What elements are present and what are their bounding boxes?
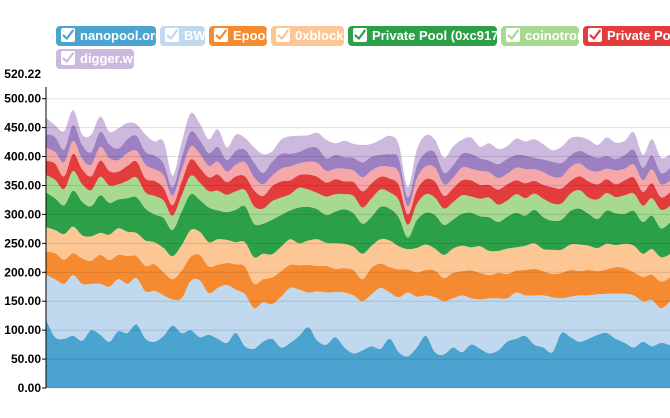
checkbox-checked-icon[interactable] bbox=[214, 28, 228, 42]
y-tick-label: 350.00 bbox=[4, 178, 41, 192]
legend-label: nanopool.org bbox=[80, 28, 156, 43]
area-0xblock bbox=[46, 226, 670, 285]
area-private-pool-0xc917 bbox=[46, 190, 670, 258]
legend-label: Private Pool (0xc917... bbox=[372, 28, 497, 43]
y-tick-label: 500.00 bbox=[4, 92, 41, 106]
legend-label: 0xblock bbox=[295, 28, 344, 43]
y-tick-label: 450.00 bbox=[4, 121, 41, 135]
y-tick-label: 250.00 bbox=[4, 236, 41, 250]
y-axis: 520.22 0.00 50.00 100.00 150.00 200.00 250.00… bbox=[4, 67, 47, 395]
legend: nanopool.org BW Epool 0xblock Private Pool (… bbox=[0, 0, 670, 70]
y-max-label: 520.22 bbox=[4, 67, 41, 81]
area-digger-ws bbox=[46, 110, 670, 198]
checkbox-checked-icon[interactable] bbox=[588, 28, 602, 42]
y-tick-label: 200.00 bbox=[4, 265, 41, 279]
area-bw bbox=[46, 274, 670, 357]
grid-lines bbox=[46, 98, 670, 389]
legend-item-private-pool[interactable]: Private Pool bbox=[583, 26, 670, 46]
legend-item-private-pool-0xc917[interactable]: Private Pool (0xc917... bbox=[348, 26, 497, 46]
area-s5 bbox=[46, 124, 670, 207]
legend-label: BW bbox=[184, 28, 205, 43]
legend-item-epool[interactable]: Epool bbox=[209, 26, 267, 46]
checkbox-checked-icon[interactable] bbox=[506, 28, 520, 42]
legend-label: digger.ws bbox=[80, 51, 134, 66]
legend-label: coinotron bbox=[525, 28, 579, 43]
checkbox-checked-icon[interactable] bbox=[61, 28, 75, 42]
legend-label: Private Pool bbox=[607, 28, 670, 43]
checkbox-checked-icon[interactable] bbox=[353, 28, 367, 42]
legend-item-nanopool-org[interactable]: nanopool.org bbox=[56, 26, 156, 46]
area-nanopool-org bbox=[46, 319, 670, 388]
legend-item-coinotron[interactable]: coinotron bbox=[501, 26, 579, 46]
area-coinotron bbox=[46, 170, 670, 238]
y-tick-label: 50.00 bbox=[11, 352, 41, 366]
y-tick-label: 300.00 bbox=[4, 207, 41, 221]
checkbox-checked-icon[interactable] bbox=[165, 28, 179, 42]
legend-item-digger-ws[interactable]: digger.ws bbox=[56, 49, 134, 69]
area-epool bbox=[46, 251, 670, 309]
y-tick-label: 100.00 bbox=[4, 323, 41, 337]
y-tick-label: 150.00 bbox=[4, 294, 41, 308]
checkbox-checked-icon[interactable] bbox=[61, 51, 75, 65]
legend-label: Epool bbox=[233, 28, 267, 43]
y-tick-label: 400.00 bbox=[4, 150, 41, 164]
areas-group bbox=[46, 110, 670, 388]
legend-item-bw[interactable]: BW bbox=[160, 26, 205, 46]
checkbox-checked-icon[interactable] bbox=[276, 28, 290, 42]
area-s4 bbox=[46, 140, 670, 215]
area-private-pool bbox=[46, 153, 670, 225]
y-tick-label: 0.00 bbox=[18, 381, 42, 395]
legend-item-0xblock[interactable]: 0xblock bbox=[271, 26, 344, 46]
